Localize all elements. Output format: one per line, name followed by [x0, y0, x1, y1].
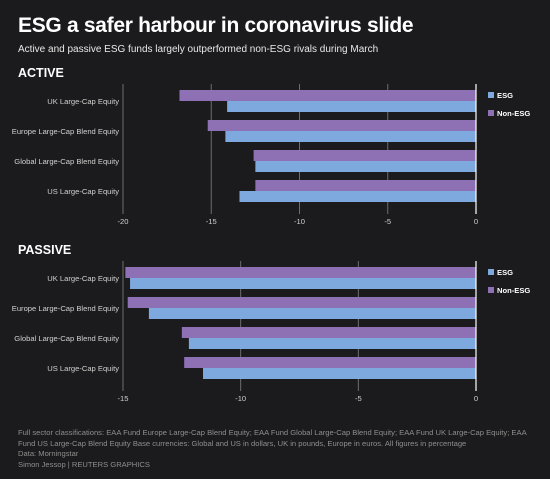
legend-swatch-esg — [488, 269, 494, 275]
bar-non-esg-global-large-cap-blend-equity — [253, 150, 476, 161]
x-tick-label: 0 — [474, 394, 478, 403]
passive-bar-chart: UK Large-Cap Equity Europe Large-Cap Blen… — [12, 261, 530, 403]
chart-subtitle: Active and passive ESG funds largely out… — [18, 44, 379, 55]
legend-label-esg: ESG — [497, 268, 513, 277]
x-tick-label: 0 — [474, 217, 478, 226]
category-label-global-large-cap-blend-equity: Global Large-Cap Blend Equity — [14, 334, 119, 343]
x-tick-label: -5 — [384, 217, 391, 226]
bar-non-esg-uk-large-cap-equity — [125, 267, 476, 278]
category-label-europe-large-cap-blend-equity: Europe Large-Cap Blend Equity — [12, 127, 119, 136]
category-label-uk-large-cap-equity: UK Large-Cap Equity — [47, 274, 119, 283]
footer-notes: Full sector classifications: EAA Fund Eu… — [18, 428, 527, 448]
legend-label-esg: ESG — [497, 91, 513, 100]
bar-esg-europe-large-cap-blend-equity — [225, 131, 476, 142]
footer-source: Data: Morningstar — [18, 449, 79, 459]
panel-label-passive: PASSIVE — [18, 243, 72, 257]
legend-swatch-esg — [488, 92, 494, 98]
bar-non-esg-global-large-cap-blend-equity — [181, 327, 477, 338]
category-label-europe-large-cap-blend-equity: Europe Large-Cap Blend Equity — [12, 304, 119, 313]
legend-swatch-non-esg — [488, 287, 494, 293]
category-label-uk-large-cap-equity: UK Large-Cap Equity — [47, 97, 119, 106]
x-tick-label: -5 — [355, 394, 362, 403]
chart-title: ESG a safer harbour in coronavirus slide — [18, 14, 414, 37]
bar-esg-global-large-cap-blend-equity — [255, 161, 476, 172]
footer-credit: Simon Jessop | REUTERS GRAPHICS — [18, 459, 150, 469]
bar-esg-us-large-cap-equity — [239, 191, 476, 202]
bar-esg-uk-large-cap-equity — [227, 101, 476, 112]
bar-non-esg-europe-large-cap-blend-equity — [127, 297, 476, 308]
legend-label-non-esg: Non-ESG — [497, 286, 530, 295]
bar-esg-us-large-cap-equity — [203, 368, 476, 379]
bar-esg-global-large-cap-blend-equity — [188, 338, 477, 349]
bar-esg-europe-large-cap-blend-equity — [148, 308, 477, 319]
legend-swatch-non-esg — [488, 110, 494, 116]
category-label-global-large-cap-blend-equity: Global Large-Cap Blend Equity — [14, 157, 119, 166]
bar-non-esg-us-large-cap-equity — [184, 357, 477, 368]
x-tick-label: -15 — [118, 394, 129, 403]
footer: Full sector classifications: EAA Fund Eu… — [18, 428, 533, 470]
bar-esg-uk-large-cap-equity — [130, 278, 476, 289]
x-tick-label: -15 — [206, 217, 217, 226]
x-tick-label: -10 — [294, 217, 305, 226]
x-tick-label: -20 — [118, 217, 129, 226]
bar-non-esg-europe-large-cap-blend-equity — [207, 120, 476, 131]
category-label-us-large-cap-equity: US Large-Cap Equity — [47, 187, 119, 196]
panel-label-active: ACTIVE — [18, 66, 64, 80]
bar-non-esg-uk-large-cap-equity — [179, 90, 477, 101]
bar-non-esg-us-large-cap-equity — [255, 180, 476, 191]
category-label-us-large-cap-equity: US Large-Cap Equity — [47, 364, 119, 373]
x-tick-label: -10 — [235, 394, 246, 403]
active-bar-chart: UK Large-Cap Equity Europe Large-Cap Blen… — [12, 84, 530, 226]
legend-label-non-esg: Non-ESG — [497, 109, 530, 118]
